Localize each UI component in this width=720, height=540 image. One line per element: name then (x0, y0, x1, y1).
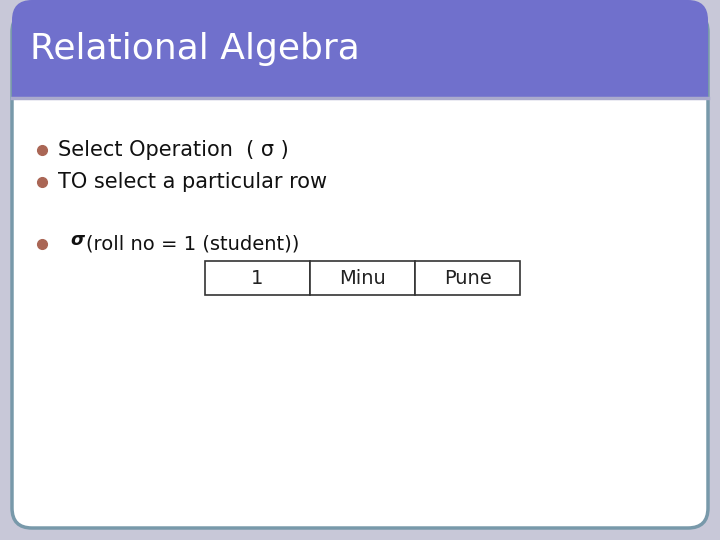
Text: Minu: Minu (339, 268, 386, 287)
Text: Relational Algebra: Relational Algebra (30, 32, 360, 66)
FancyBboxPatch shape (12, 12, 708, 528)
Text: σ: σ (70, 231, 84, 249)
Text: 1: 1 (251, 268, 264, 287)
FancyBboxPatch shape (12, 0, 708, 98)
Text: Pune: Pune (444, 268, 491, 287)
Bar (12, 76, 708, 98)
Text: TO select a particular row: TO select a particular row (58, 172, 327, 192)
Text: Select Operation  ( σ ): Select Operation ( σ ) (58, 140, 289, 160)
Bar (205, 261, 310, 295)
Text: (roll no = 1 (student)): (roll no = 1 (student)) (86, 234, 300, 253)
Bar (415, 261, 520, 295)
Bar (310, 261, 415, 295)
